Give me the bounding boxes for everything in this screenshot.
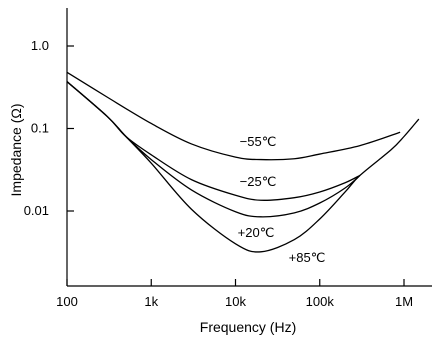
label-plus-20c: +20℃ (238, 225, 275, 240)
axes (66, 8, 432, 287)
y-tick-label: 0.1 (31, 121, 49, 136)
curve-plus-20c (66, 81, 361, 218)
label-plus-85c: +85℃ (289, 250, 326, 265)
label-minus-55c: −55℃ (240, 134, 277, 149)
y-axis-title: Impedance (Ω) (8, 104, 24, 197)
labels: −55℃ −25℃ +20℃ +85℃ (238, 134, 326, 265)
x-axis-title: Frequency (Hz) (200, 319, 296, 335)
x-tick-label: 100 (56, 294, 78, 309)
curves (66, 71, 420, 253)
curve-minus-55c (66, 71, 401, 161)
x-tick-label: 10k (225, 294, 246, 309)
curve-plus-85c (66, 81, 420, 253)
ticks: 100 1k 10k 100k 1M 0.01 0.1 1.0 (24, 38, 413, 309)
y-tick-label: 0.01 (24, 203, 49, 218)
x-tick-label: 1k (144, 294, 158, 309)
x-tick-label: 1M (395, 294, 413, 309)
y-tick-label: 1.0 (31, 38, 49, 53)
x-tick-label: 100k (306, 294, 335, 309)
label-minus-25c: −25℃ (240, 174, 277, 189)
